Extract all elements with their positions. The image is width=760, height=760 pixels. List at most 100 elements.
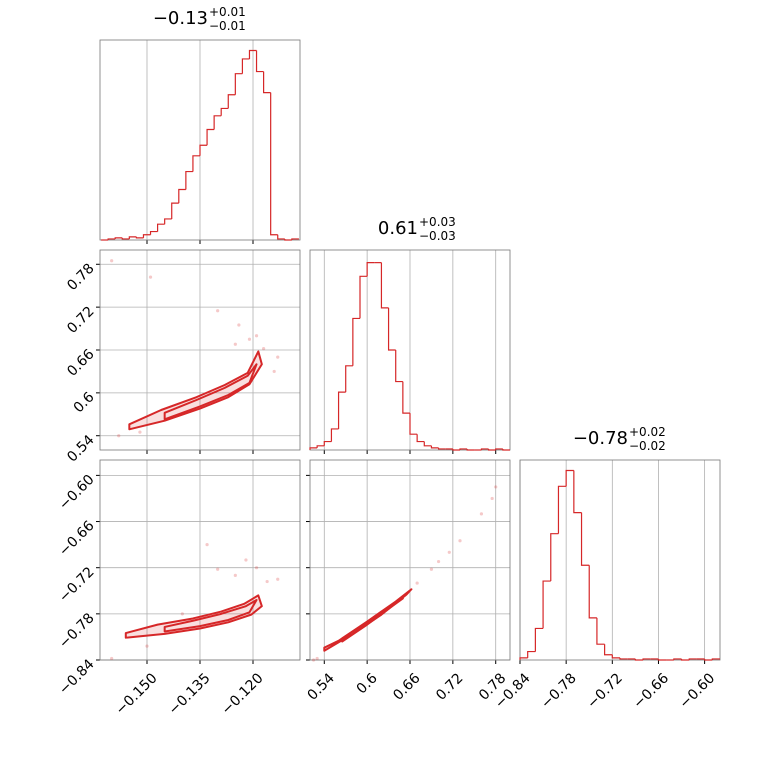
sample-point [110, 656, 114, 661]
histogram-bin [573, 470, 582, 514]
histogram-bin [206, 128, 215, 146]
x-tick-label: 0.54 [305, 670, 338, 703]
histogram-bin [452, 448, 460, 451]
histogram-bin [619, 657, 628, 660]
x-tick-label: 0.66 [390, 670, 423, 703]
sample-point [479, 512, 484, 516]
y-tick-label: 0.78 [64, 261, 97, 294]
y-tick-label: 0.72 [64, 303, 97, 336]
sample-point [415, 581, 419, 585]
x-tick-label: −0.120 [219, 670, 267, 718]
y-tick-label: −0.78 [56, 610, 98, 652]
sample-point [244, 558, 248, 562]
histogram-bin [227, 94, 236, 109]
histogram-bin [437, 447, 446, 450]
x-tick-label: −0.78 [538, 670, 580, 712]
panel-frame [99, 39, 301, 241]
panel-frame [309, 459, 511, 661]
histogram-bin [565, 469, 574, 487]
sample-point [205, 543, 209, 547]
histogram-bin [185, 170, 193, 190]
sample-point [490, 496, 494, 501]
panel-title: −0.13 [153, 8, 208, 29]
contour [124, 594, 263, 639]
histogram-bin [688, 658, 697, 660]
histogram-bin [270, 92, 278, 236]
histogram-bin [149, 230, 158, 235]
histogram-bin [291, 238, 299, 240]
x-tick-label: −0.135 [166, 670, 214, 718]
y-tick-label: −0.60 [56, 472, 98, 514]
histogram-bin [248, 49, 257, 59]
x-tick-label: −0.72 [584, 670, 626, 712]
title-lower-error: −0.02 [629, 439, 666, 453]
x-tick-label: −0.150 [113, 670, 161, 718]
histogram-bin [704, 658, 713, 661]
sample-point [458, 539, 462, 543]
histogram-bin [596, 617, 605, 645]
sample-point [247, 337, 252, 341]
panel-title: −0.78 [573, 428, 628, 449]
histogram-bin [199, 144, 208, 156]
contour [163, 599, 258, 633]
histogram-bin [359, 275, 368, 319]
panel-frame [519, 459, 721, 661]
title-upper-error: +0.02 [629, 425, 666, 439]
histogram-bin [487, 448, 496, 451]
y-tick-label: −0.66 [56, 518, 98, 560]
title-upper-error: +0.03 [419, 215, 456, 229]
histogram-bin [135, 236, 144, 239]
panel-frame [99, 249, 301, 451]
histogram-bin [611, 654, 620, 659]
histogram-bin [466, 448, 475, 451]
histogram-bin [502, 448, 510, 451]
sample-point [145, 644, 149, 648]
histogram-bin [380, 262, 389, 309]
histogram-bin [459, 448, 468, 450]
histogram-bin [234, 73, 243, 95]
histogram-bin [642, 658, 651, 660]
histogram-bin [604, 644, 613, 656]
histogram-bin [142, 234, 151, 238]
histogram-bin [542, 580, 551, 629]
sample-point [311, 658, 316, 662]
sample-point [254, 566, 259, 570]
sample-point [110, 259, 114, 263]
sample-point [117, 434, 121, 438]
y-tick-label: 0.54 [64, 432, 97, 465]
sample-point [237, 323, 241, 327]
sample-point [494, 485, 498, 489]
title-lower-error: −0.03 [419, 229, 456, 243]
histogram-bin [316, 445, 325, 448]
x-tick-label: 0.72 [433, 670, 466, 703]
histogram-bin [480, 448, 489, 450]
panel-title: 0.61 [378, 218, 418, 239]
histogram-bin [241, 58, 250, 74]
histogram-bin [277, 234, 285, 240]
histogram-bin [423, 441, 432, 447]
sample-point [254, 334, 259, 338]
histogram-bin [534, 627, 544, 652]
histogram-bin [107, 238, 116, 240]
histogram-bin [527, 650, 536, 658]
histogram-bin [550, 533, 559, 582]
histogram-bin [634, 658, 644, 661]
histogram-bin [345, 365, 353, 393]
histogram-bin [430, 445, 439, 449]
histogram-bin [323, 440, 332, 446]
sample-point [276, 577, 280, 581]
histogram-bin [657, 658, 667, 661]
histogram-bin [330, 428, 339, 442]
histogram-bin [588, 565, 597, 619]
y-tick-label: 0.6 [71, 389, 98, 416]
y-tick-label: −0.72 [56, 564, 98, 606]
histogram-bin [220, 107, 229, 116]
histogram-bin [156, 223, 165, 232]
sample-point [315, 656, 319, 661]
histogram-bin [366, 262, 375, 277]
histogram-bin [263, 71, 271, 94]
histogram-bin [121, 237, 130, 240]
histogram-bin [673, 658, 682, 660]
x-tick-label: −0.66 [630, 670, 672, 712]
